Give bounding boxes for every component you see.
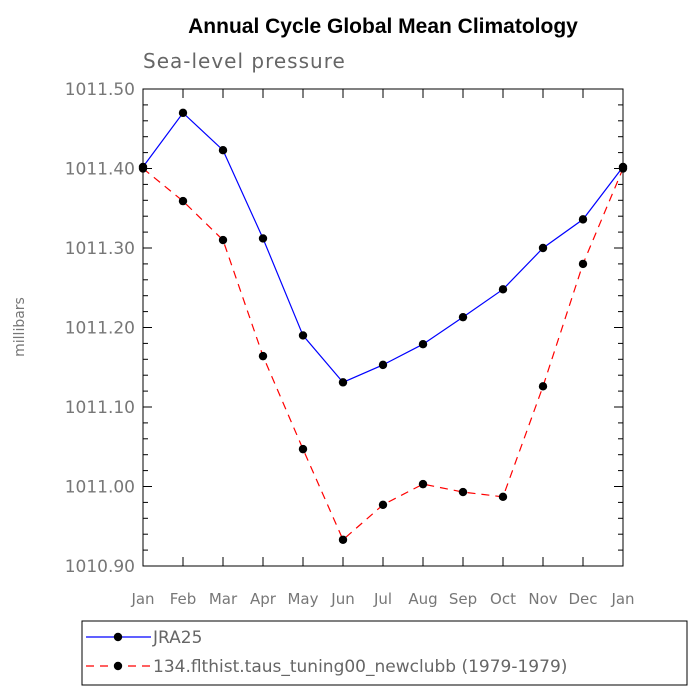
axes-group: 1010.90 1011.00 1011.10 1011.20 1011.30 1011.…	[65, 80, 635, 608]
legend-box	[81, 620, 688, 686]
series-1-point	[338, 535, 348, 544]
series-markers-group	[138, 108, 628, 544]
y-tick-label: 1011.00	[65, 478, 135, 498]
series-0-point	[258, 234, 268, 243]
series-line-0	[142, 111, 624, 384]
series-1-point	[618, 164, 628, 173]
x-tick-label: Feb	[170, 590, 197, 608]
legend-marker-0	[113, 632, 123, 642]
x-tick-label: Dec	[568, 590, 597, 608]
series-0-point	[578, 215, 588, 224]
x-tick-label: Jun	[330, 590, 354, 608]
series-0-point	[218, 146, 228, 155]
series-lines-group	[142, 111, 624, 541]
x-tick-label: Jan	[130, 590, 154, 608]
series-1-point	[178, 196, 188, 206]
series-line-1	[142, 168, 624, 541]
x-tick-label: Apr	[250, 590, 277, 608]
x-tick-label: May	[287, 590, 318, 608]
plot-frame	[142, 88, 624, 567]
series-1-point	[378, 500, 388, 509]
y-tick-label: 1010.90	[65, 557, 135, 577]
legend-label-0: JRA25	[152, 628, 202, 648]
y-tick-label: 1011.30	[65, 239, 135, 259]
series-1-point	[298, 444, 308, 454]
y-tick-label: 1011.10	[65, 398, 135, 418]
series-0-point	[298, 331, 308, 340]
series-1-point	[498, 492, 508, 502]
series-0-point	[378, 360, 388, 370]
x-tick-label: Jul	[373, 590, 392, 608]
series-1-point	[458, 487, 468, 497]
series-0-point	[498, 285, 508, 294]
x-tick-label: Jan	[610, 590, 634, 608]
chart-title: Annual Cycle Global Mean Climatology	[188, 15, 578, 38]
y-tick-label: 1011.20	[65, 319, 135, 339]
series-1-point	[418, 479, 428, 489]
legend: JRA25 134.flthist.taus_tuning00_newclubb …	[86, 628, 567, 677]
x-tick-label: Nov	[528, 590, 557, 608]
y-tick-label: 1011.50	[65, 80, 135, 100]
y-axis-label: millibars	[12, 297, 28, 357]
series-1-point	[578, 259, 588, 269]
legend-label-1: 134.flthist.taus_tuning00_newclubb (1979…	[153, 657, 567, 677]
series-1-point	[138, 164, 148, 173]
series-1-point	[258, 351, 268, 361]
legend-marker-1	[113, 661, 123, 671]
series-1-point	[218, 235, 228, 245]
series-0-point	[338, 378, 348, 387]
x-tick-label: Mar	[209, 590, 238, 608]
series-0-point	[418, 339, 428, 349]
series-0-point	[538, 243, 548, 253]
series-0-point	[178, 108, 188, 118]
series-0-point	[458, 312, 468, 322]
x-tick-label: Oct	[490, 590, 516, 608]
series-1-point	[538, 382, 548, 391]
y-tick-label: 1011.40	[65, 160, 135, 180]
x-tick-label: Aug	[408, 590, 437, 608]
x-tick-label: Sep	[449, 590, 477, 608]
chart-subtitle: Sea-level pressure	[143, 49, 346, 73]
